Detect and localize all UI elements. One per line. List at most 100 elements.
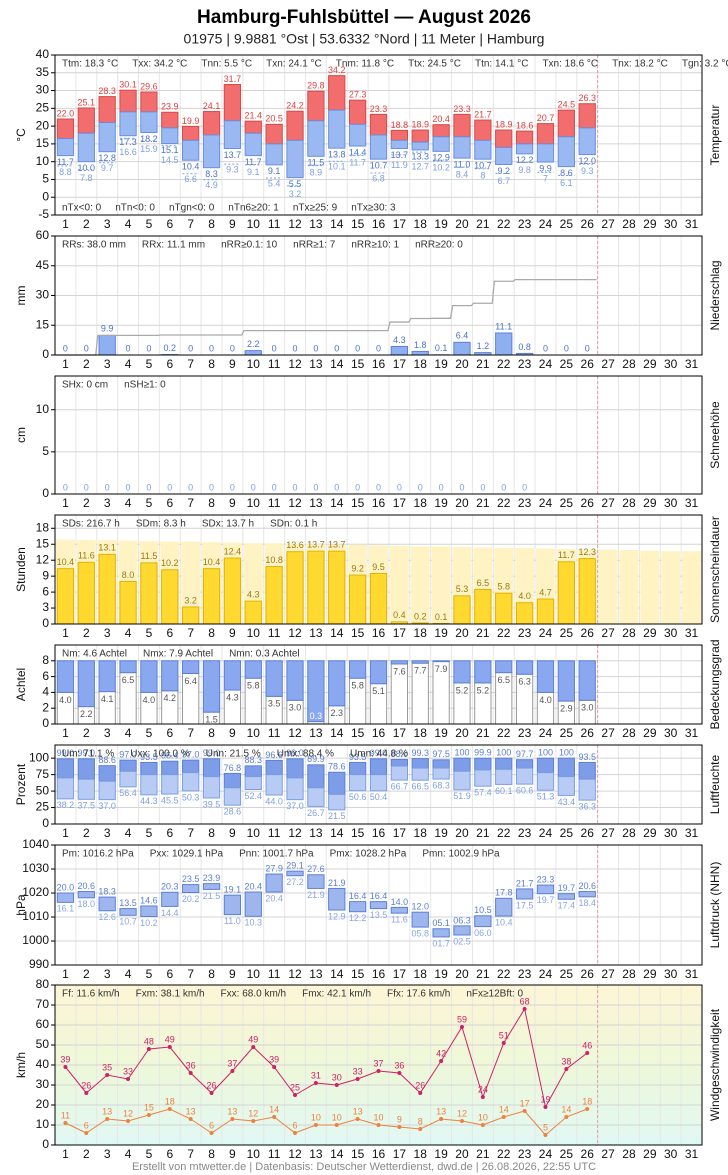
wind-point — [397, 1125, 402, 1129]
y-tick-label: 40 — [36, 1057, 50, 1071]
stat-label: Nmn: 0.3 Achtel — [229, 649, 300, 660]
x-tick-label: 5 — [146, 967, 153, 981]
value-label: 13 — [227, 1106, 237, 1116]
stat-label: SDn: 0.1 h — [270, 519, 317, 530]
x-tick-label: 7 — [187, 217, 194, 231]
bar-lower — [578, 127, 596, 156]
value-label: 11.7 — [57, 157, 74, 167]
value-label: 0 — [501, 482, 506, 492]
bar — [119, 908, 137, 916]
bar-upper — [98, 765, 116, 782]
wind-point — [439, 1059, 444, 1063]
value-label: 10 — [311, 1112, 321, 1122]
stat-label: Txn: 18.6 °C — [542, 59, 598, 70]
value-label: 76.8 — [224, 763, 242, 773]
bar-lower — [515, 767, 534, 785]
x-tick-label: 23 — [518, 496, 532, 510]
bar-lower — [411, 141, 429, 151]
bar-lower — [557, 136, 575, 168]
value-label: 99.0 — [57, 748, 75, 758]
x-tick-label: 28 — [622, 496, 636, 510]
bar-upper — [265, 759, 283, 776]
value-label: 9.8 — [518, 165, 531, 175]
x-tick-label: 4 — [125, 626, 132, 640]
wind-point — [480, 1123, 485, 1127]
value-label: 6.5 — [122, 675, 135, 685]
y-tick-label: 10 — [36, 1117, 50, 1131]
possible-bar — [598, 549, 618, 624]
bar-lower — [56, 777, 75, 800]
wind-point — [84, 1091, 89, 1095]
wind-point — [272, 1115, 277, 1119]
clear-bar — [432, 660, 450, 663]
y-tick-label: 50 — [36, 783, 50, 797]
value-label: 10.4 — [57, 557, 75, 567]
y-tick-label: 35 — [36, 65, 50, 79]
x-tick-label: 22 — [497, 357, 511, 371]
stat-footnote: nTgn<0: 0 — [169, 203, 215, 214]
value-label: 10.1 — [328, 162, 346, 172]
value-label: 5.8 — [247, 681, 260, 691]
value-label: 49 — [248, 1034, 258, 1044]
y-tick-label: 75 — [36, 767, 50, 781]
x-tick-label: 27 — [601, 826, 615, 840]
value-label: 42 — [436, 1048, 446, 1058]
value-label: 21.7 — [474, 109, 492, 119]
bar — [161, 569, 179, 625]
y-tick-label: 1040 — [22, 837, 49, 851]
clear-bar — [411, 660, 429, 664]
value-label: 16.4 — [370, 891, 388, 901]
stat-label: Uxx: 100.0 % — [130, 749, 190, 760]
value-label: 5.2 — [477, 685, 490, 695]
wind-point — [564, 1115, 569, 1119]
value-label: 14.6 — [140, 895, 158, 905]
bar-upper — [557, 109, 575, 138]
y-tick-label: 0 — [42, 189, 49, 203]
bar — [453, 925, 471, 936]
x-tick-label: 29 — [643, 217, 657, 231]
value-label: 37.0 — [98, 801, 116, 811]
clear-bar — [286, 660, 304, 701]
wind-point — [105, 1073, 110, 1077]
value-label: 100 — [454, 748, 469, 758]
x-tick-label: 20 — [455, 626, 469, 640]
value-label: 3.5 — [268, 699, 281, 709]
x-tick-label: 10 — [247, 217, 261, 231]
x-tick-label: 25 — [560, 726, 574, 740]
x-tick-label: 26 — [581, 357, 595, 371]
value-label: 13.6 — [286, 540, 304, 550]
x-tick-label: 25 — [560, 217, 574, 231]
x-tick-label: 20 — [455, 967, 469, 981]
y-tick-label: 0 — [42, 486, 49, 500]
x-tick-label: 30 — [664, 726, 678, 740]
value-label: 17.4 — [558, 901, 576, 911]
value-label: 6.4 — [184, 676, 197, 686]
value-label: 2.2 — [80, 709, 93, 719]
x-tick-label: 22 — [497, 967, 511, 981]
bar-lower — [223, 787, 242, 806]
value-label: 0 — [84, 482, 89, 492]
bar-lower — [140, 774, 158, 796]
x-tick-label: 14 — [330, 496, 344, 510]
value-label: 0.1 — [435, 612, 448, 622]
value-label: 6 — [293, 1120, 298, 1130]
x-tick-label: 18 — [414, 217, 428, 231]
x-tick-label: 26 — [581, 1147, 595, 1161]
wind-point — [439, 1117, 444, 1121]
plot-frame — [54, 54, 703, 216]
bar — [202, 568, 221, 625]
x-tick-label: 21 — [476, 726, 490, 740]
bar — [432, 928, 450, 938]
value-label: 3.2 — [184, 595, 197, 605]
value-label: 89.9 — [307, 754, 325, 764]
value-label: 13.7 — [224, 150, 242, 160]
bar-lower — [536, 772, 555, 791]
value-label: 9.1 — [268, 166, 281, 176]
value-label: 9.2 — [497, 166, 510, 176]
value-label: 13.1 — [98, 543, 116, 553]
x-tick-label: 14 — [330, 626, 344, 640]
bar — [348, 901, 367, 913]
value-label: 23.3 — [453, 104, 471, 114]
value-label: 20.6 — [578, 881, 596, 891]
value-label: 0 — [313, 343, 318, 353]
